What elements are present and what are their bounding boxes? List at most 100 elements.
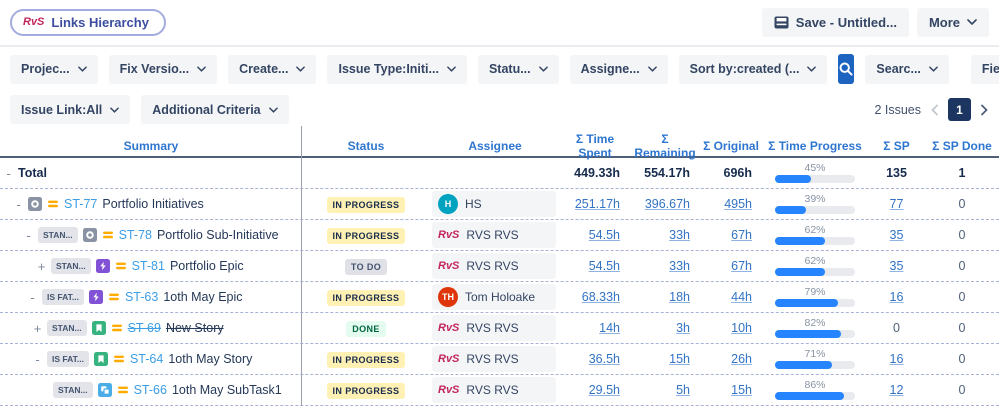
expand-toggle[interactable]: -: [16, 196, 21, 212]
subtask-icon: [97, 383, 112, 397]
link-type-tag: STAN...: [51, 258, 91, 274]
issue-key-link[interactable]: ST-66: [133, 383, 167, 397]
priority-medium-icon: [102, 230, 114, 240]
remaining-link[interactable]: 15h: [669, 352, 690, 366]
expand-toggle[interactable]: -: [26, 227, 31, 243]
column-header-sp-done[interactable]: Σ SP Done: [932, 139, 992, 153]
column-header-time-spent[interactable]: Σ Time Spent: [575, 132, 615, 160]
issue-summary: 1oth May SubTask1: [171, 383, 282, 397]
sp-done-value: 0: [958, 197, 966, 211]
remaining-link[interactable]: 18h: [669, 290, 690, 304]
filter-additional-criteria[interactable]: Additional Criteria: [141, 95, 289, 124]
time-spent-link[interactable]: 68.33h: [581, 290, 620, 304]
filter-created[interactable]: Create...: [228, 54, 317, 84]
search-button[interactable]: [838, 54, 855, 84]
original-link[interactable]: 26h: [731, 352, 752, 366]
assignee[interactable]: RvS RVS RVS: [432, 315, 556, 341]
sp-link[interactable]: 35: [889, 259, 904, 273]
more-button-label: More: [928, 14, 960, 30]
page-title: Links Hierarchy: [51, 14, 149, 30]
fields-button[interactable]: Fields: [970, 54, 999, 84]
time-spent-link[interactable]: 29.5h: [588, 383, 620, 397]
column-header-original[interactable]: Σ Original: [703, 139, 759, 153]
filter-fix-version-label: Fix Versio...: [119, 62, 190, 76]
next-page-button[interactable]: [980, 104, 989, 116]
save-icon: [774, 16, 789, 29]
issue-key-link[interactable]: ST-81: [131, 259, 165, 273]
column-header-assignee[interactable]: Assignee: [468, 139, 522, 153]
progress-fill: [775, 237, 825, 246]
expand-toggle[interactable]: -: [35, 351, 40, 367]
assignee[interactable]: RvS RVS RVS: [432, 346, 556, 372]
remaining-link[interactable]: 396.67h: [644, 197, 690, 211]
filter-status[interactable]: Statu...: [477, 54, 559, 84]
save-button[interactable]: Save - Untitled...: [761, 7, 909, 37]
current-page-button[interactable]: 1: [948, 98, 971, 121]
issue-key-link[interactable]: ST-69: [127, 321, 161, 335]
column-header-summary[interactable]: Summary: [123, 139, 179, 153]
initiative-icon: [82, 228, 97, 242]
status-badge: DONE: [346, 321, 386, 337]
time-progress: 86%: [762, 379, 868, 401]
save-button-label: Save - Untitled...: [795, 14, 897, 30]
time-spent-link[interactable]: 14h: [599, 321, 620, 335]
original-link[interactable]: 67h: [731, 259, 752, 273]
expand-toggle[interactable]: +: [33, 320, 42, 336]
time-progress: 79%: [762, 286, 868, 308]
column-header-time-progress[interactable]: Σ Time Progress: [768, 139, 862, 153]
time-spent-link[interactable]: 54.5h: [588, 228, 620, 242]
column-header-status[interactable]: Status: [347, 139, 385, 153]
status-badge: IN PROGRESS: [326, 290, 406, 306]
filter-issue-link[interactable]: Issue Link:All: [10, 95, 131, 124]
issue-row: + STAN... ST-69 New Story DONE RvS RVS RV…: [0, 313, 999, 344]
remaining-link[interactable]: 5h: [676, 383, 690, 397]
assignee[interactable]: RvS RVS RVS: [432, 253, 556, 279]
collapse-toggle[interactable]: -: [6, 165, 11, 181]
filter-issue-type[interactable]: Issue Type:Initi...: [327, 54, 467, 84]
filter-search-text[interactable]: Searc...: [865, 54, 949, 84]
prev-page-button[interactable]: [930, 104, 939, 116]
assignee[interactable]: TH Tom Holoake: [432, 284, 556, 310]
expand-toggle[interactable]: -: [30, 289, 35, 305]
sp-link[interactable]: 77: [889, 197, 904, 211]
sp-link[interactable]: 16: [889, 352, 904, 366]
filter-sort-by[interactable]: Sort by:created (...: [678, 54, 828, 84]
assignee[interactable]: RvS RVS RVS: [432, 222, 556, 248]
links-hierarchy-pill[interactable]: RvS Links Hierarchy: [10, 8, 166, 36]
column-header-remaining[interactable]: Σ Remaining: [634, 132, 696, 160]
issue-key-link[interactable]: ST-64: [129, 352, 164, 366]
chevron-down-icon: [538, 66, 548, 72]
assignee[interactable]: RvS RVS RVS: [432, 377, 556, 403]
original-link[interactable]: 495h: [724, 197, 752, 211]
time-spent-link[interactable]: 36.5h: [588, 352, 620, 366]
expand-toggle[interactable]: +: [37, 258, 46, 274]
original-link[interactable]: 67h: [731, 228, 752, 242]
issue-key-link[interactable]: ST-77: [64, 197, 98, 211]
remaining-link[interactable]: 3h: [676, 321, 690, 335]
original-link[interactable]: 15h: [731, 383, 752, 397]
sp-link[interactable]: 12: [889, 383, 904, 397]
link-type-tag: STAN...: [47, 320, 87, 336]
column-header-sp[interactable]: Σ SP: [883, 139, 910, 153]
filter-fix-version[interactable]: Fix Versio...: [108, 54, 218, 84]
time-spent-link[interactable]: 54.5h: [588, 259, 620, 273]
chevron-down-icon: [967, 19, 977, 25]
sp-link[interactable]: 16: [889, 290, 904, 304]
sp-done-value: 0: [958, 321, 966, 335]
progress-track: [775, 206, 855, 215]
filter-assignee[interactable]: Assigne...: [569, 54, 668, 84]
remaining-link[interactable]: 33h: [669, 259, 690, 273]
time-spent-link[interactable]: 251.17h: [574, 197, 620, 211]
issue-key-link[interactable]: ST-78: [118, 228, 152, 242]
assignee[interactable]: H HS: [432, 191, 556, 217]
issue-summary: 1oth May Epic: [163, 290, 243, 304]
original-link[interactable]: 10h: [731, 321, 752, 335]
filter-assignee-label: Assigne...: [580, 62, 640, 76]
more-button[interactable]: More: [916, 7, 989, 37]
remaining-link[interactable]: 33h: [669, 228, 690, 242]
filter-project[interactable]: Projec...: [10, 54, 98, 84]
column-resizer[interactable]: [301, 126, 302, 406]
sp-link[interactable]: 35: [889, 228, 904, 242]
issue-key-link[interactable]: ST-63: [124, 290, 159, 304]
original-link[interactable]: 44h: [731, 290, 752, 304]
